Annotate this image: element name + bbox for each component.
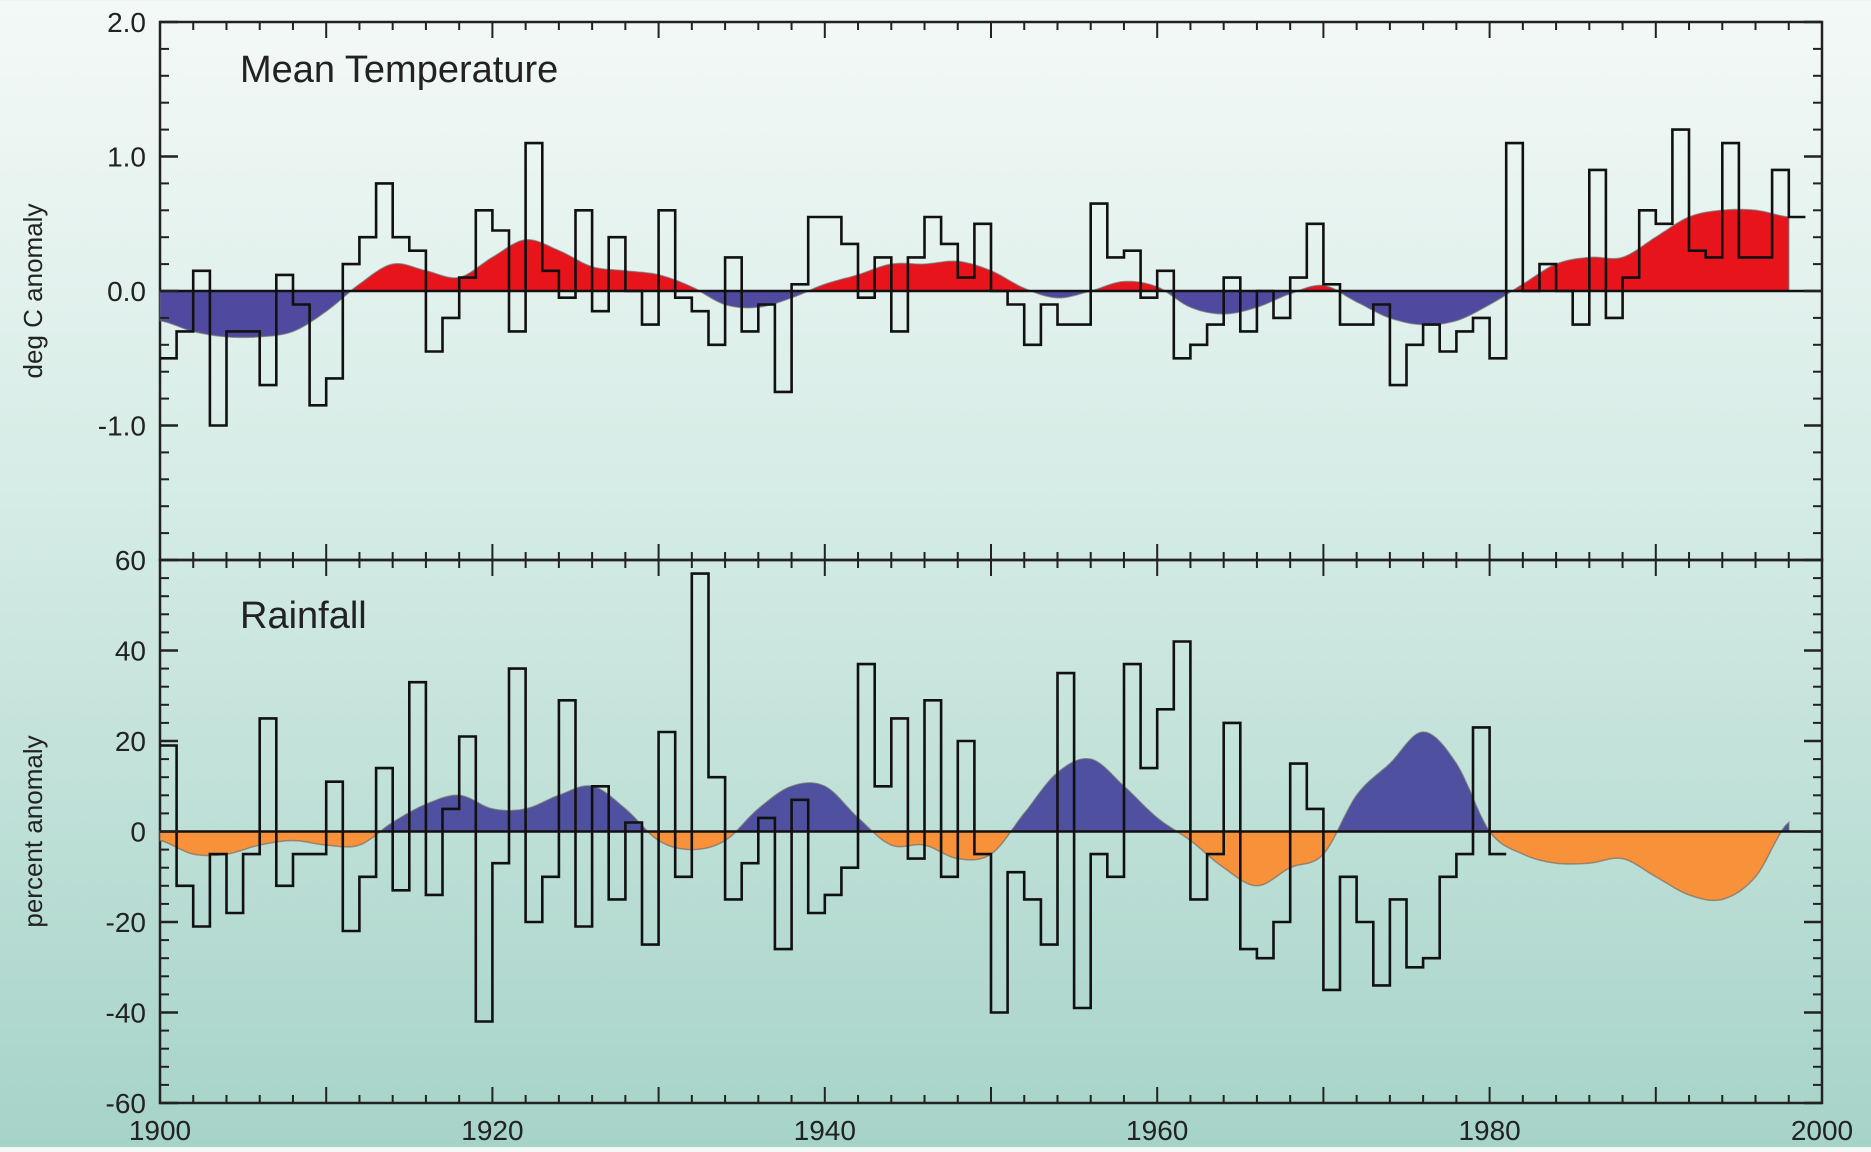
y-axis-label: deg C anomaly: [18, 204, 48, 379]
x-tick-label: 1980: [1458, 1115, 1520, 1146]
y-tick-label: 0.0: [107, 276, 146, 307]
panel-title: Mean Temperature: [240, 49, 558, 91]
positive-anomaly-area: [1509, 208, 1790, 292]
negative-anomaly-area: [1175, 830, 1339, 887]
y-tick-label: 2.0: [107, 7, 146, 38]
positive-anomaly-area: [807, 260, 1032, 292]
positive-anomaly-area: [734, 782, 875, 833]
x-tick-label: 1940: [794, 1115, 856, 1146]
y-tick-label: 60: [115, 545, 146, 576]
y-tick-label: -60: [106, 1088, 146, 1119]
panel-title: Rainfall: [240, 595, 367, 637]
x-tick-label: 1920: [461, 1115, 523, 1146]
positive-anomaly-area: [1010, 757, 1180, 833]
positive-anomaly-area: [1090, 280, 1168, 292]
x-tick-label: 2000: [1791, 1115, 1853, 1146]
annual-step-line: [160, 128, 1806, 427]
negative-anomaly-area: [1488, 830, 1783, 902]
y-tick-label: 40: [115, 636, 146, 667]
negative-anomaly-area: [1335, 290, 1515, 326]
positive-anomaly-area: [1335, 731, 1491, 833]
rainfall-panel: 60 40 20 0 -20 -40 -60 Rainfall percent anomaly: [18, 545, 1824, 1119]
positive-anomaly-area: [1780, 820, 1790, 833]
negative-anomaly-area: [159, 830, 383, 857]
y-tick-label: -20: [106, 907, 146, 938]
negative-anomaly-area: [1162, 290, 1298, 315]
y-tick-label: 0: [130, 817, 146, 848]
x-tick-label: 1960: [1126, 1115, 1188, 1146]
x-tick-label: 1900: [129, 1115, 191, 1146]
y-tick-label: 20: [115, 726, 146, 757]
y-tick-label: -40: [106, 998, 146, 1029]
temperature-panel: 2.0 1.0 0.0 -1.0 Mean Temperature deg C anoma…: [18, 7, 1824, 562]
annual-step-line: [160, 572, 1507, 1023]
y-tick-label: 1.0: [107, 142, 146, 173]
negative-anomaly-area: [1030, 290, 1091, 299]
y-axis-label: percent anomaly: [18, 735, 48, 927]
y-tick-label: -1.0: [98, 411, 146, 442]
x-axis: 1900 1920 1940 1960 1980 2000: [129, 1115, 1853, 1146]
